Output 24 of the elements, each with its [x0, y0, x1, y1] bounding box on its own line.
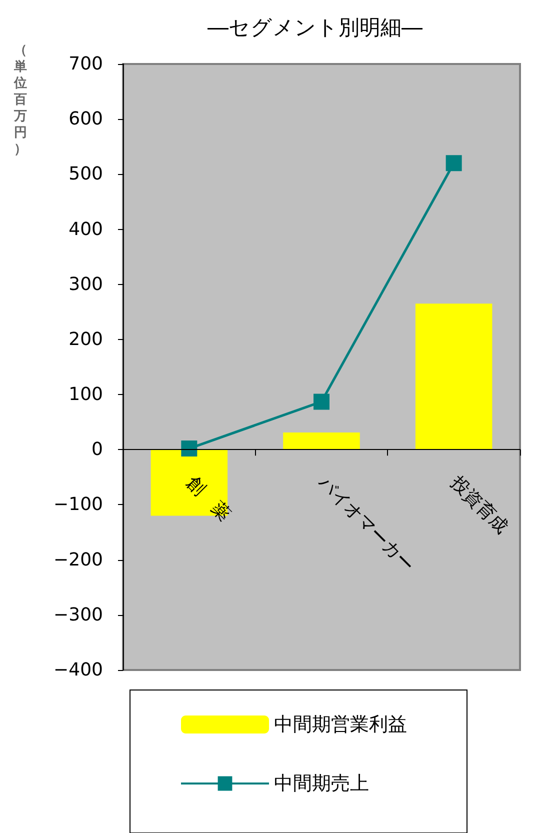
chart-title: ―セグメント別明細―	[208, 16, 422, 40]
bar	[415, 304, 492, 450]
point	[314, 394, 330, 410]
y-tick-label: −300	[54, 604, 103, 626]
y-tick-label: 700	[68, 54, 103, 74]
y-axis-title: （単位百万円）	[13, 42, 27, 157]
y-tick-label: 600	[68, 108, 103, 130]
y-tick-label: 400	[68, 218, 103, 240]
y-tick-label: 500	[68, 164, 103, 185]
x-tick-label: バイオマーカー	[313, 472, 418, 576]
x-tick-label: 創 薬	[182, 472, 235, 526]
legend-label: 中間期営業利益	[274, 714, 407, 736]
y-tick-label: 300	[68, 274, 103, 295]
y-tick-label: 100	[68, 384, 103, 406]
bar	[283, 432, 360, 450]
y-tick-label: 200	[68, 328, 103, 350]
point	[446, 155, 462, 172]
legend-label: 中間期売上	[274, 772, 369, 794]
y-tick-label: −400	[54, 660, 103, 680]
x-tick-label: 投資育成	[446, 472, 512, 538]
y-tick-label: 0	[92, 439, 103, 460]
y-tick-label: −100	[54, 494, 103, 516]
y-tick-label: −200	[54, 549, 103, 570]
point	[181, 440, 198, 457]
